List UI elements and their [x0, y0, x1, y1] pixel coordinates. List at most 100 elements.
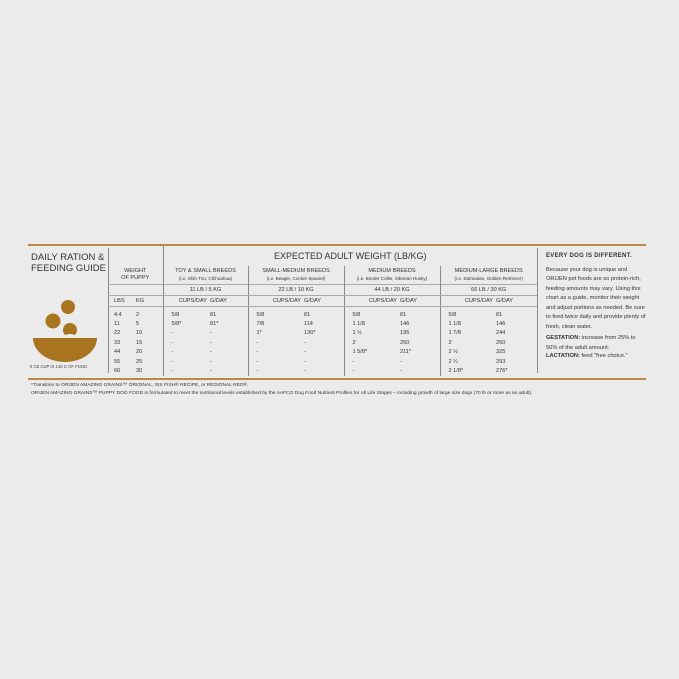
cups-header: CUPS/DAY [162, 295, 210, 307]
kg-cell: 20 [136, 349, 143, 356]
grams-cell: 244 [496, 330, 506, 337]
cups-cell: - [247, 356, 304, 367]
grams-cell: - [304, 349, 306, 356]
grams-cell: 81* [210, 321, 219, 328]
cups-cell: 1 5/8* [343, 347, 400, 357]
adult-weight: 44 LB / 20 KG [343, 284, 440, 296]
cups-cell: 1 1/8 [343, 319, 400, 329]
cups-cell: 1 1/8 [439, 319, 496, 329]
table-row: 22 10- -1* 130* 1 ½ 195 1 7/8 244 [108, 328, 537, 339]
grams-cell: 130* [304, 330, 316, 337]
breed-name: TOY & SMALL BREEDS [175, 268, 236, 274]
kg-header: KG [136, 295, 163, 307]
grams-cell: 81 [400, 311, 407, 318]
lbs-cell: 4.4 [114, 311, 122, 318]
footnote-aafco: ORIJEN AMAZING GRAINS™ PUPPY DOG FOOD is… [31, 391, 533, 396]
grams-cell: - [400, 358, 402, 365]
cups-cell: - [247, 347, 304, 357]
kg-cell: 15 [136, 339, 143, 346]
cups-cell: 1 ½ [343, 328, 400, 339]
cups-cell: 5/8 [162, 310, 210, 320]
grams-cell: 325 [496, 349, 506, 356]
breed-example: (i.e. Beagle, Cocker Spaniel) [266, 276, 326, 281]
grams-cell: 260 [496, 339, 506, 346]
grams-cell: - [210, 349, 212, 356]
cups-cell: 2 1/8* [439, 366, 496, 376]
breed-name: SMALL-MEDIUM BREEDS [262, 268, 330, 274]
table-row: 66 30- - - - - -2 1/8* 276* [108, 366, 537, 376]
grams-cell: 146 [496, 321, 506, 328]
table-row: 4.4 2 5/8 81 5/8 81 5/8 81 5/8 81 [108, 310, 537, 320]
lbs-cell: 11 [114, 321, 120, 328]
kg-cell: 30 [136, 368, 143, 375]
cups-cell: - [343, 356, 400, 367]
weight-header-text: WEIGHT OF PUPPY [121, 268, 150, 281]
cups-header: CUPS/DAY [343, 295, 400, 307]
divider [537, 248, 538, 373]
kg-cell: 10 [136, 330, 143, 337]
grams-cell: - [210, 339, 212, 346]
lbs-cell: 66 [114, 368, 121, 375]
cups-cell: - [247, 366, 304, 376]
cups-cell: - [162, 328, 210, 339]
breed-name: MEDIUM-LARGE BREEDS [454, 268, 523, 274]
cups-cell: - [162, 338, 210, 348]
cups-cell: 7/8 [247, 319, 304, 329]
kg-cell: 25 [136, 358, 143, 365]
cups-cell: 1* [247, 328, 304, 339]
cups-cell: - [162, 366, 210, 376]
advice-heading: EVERY DOG IS DIFFERENT. [546, 253, 632, 259]
lbs-cell: 33 [114, 339, 121, 346]
cups-header: CUPS/DAY [439, 295, 496, 307]
grams-cell: - [210, 330, 212, 337]
cups-cell: 2 ¼ [439, 356, 496, 367]
breed-header: MEDIUM-LARGE BREEDS (i.e. Dalmatian, Gold… [439, 266, 537, 285]
adult-weight: 11 LB / 5 KG [162, 284, 248, 296]
cups-cell: - [343, 366, 400, 376]
kg-cell: 5 [136, 321, 140, 328]
cups-cell: - [162, 356, 210, 367]
cups-header: CUPS/DAY [247, 295, 304, 307]
grams-header: G/DAY [400, 295, 440, 307]
grams-cell: 81 [210, 311, 217, 318]
table-row: 11 5 5/8* 81* 7/8 114 1 1/8 146 1 1/8 146 [108, 319, 537, 329]
grams-header: G/DAY [210, 295, 248, 307]
expected-weight-header: EXPECTED ADULT WEIGHT (LB/KG) [162, 246, 537, 266]
guide-title: DAILY RATION & FEEDING GUIDE [31, 252, 106, 274]
lbs-cell: 55 [114, 358, 121, 365]
advice-panel: EVERY DOG IS DIFFERENT. Because your dog… [546, 252, 646, 364]
grams-cell: - [210, 358, 212, 365]
cups-cell: - [162, 347, 210, 357]
breed-header: SMALL-MEDIUM BREEDS (i.e. Beagle, Cocker … [247, 266, 344, 285]
lbs-header: LBS [108, 295, 136, 307]
adult-weight: 66 LB / 30 KG [439, 284, 537, 296]
grams-cell: 195 [400, 330, 410, 337]
cup-note: 8 OZ CUP IS 130 G OF FOOD [30, 364, 88, 369]
grams-cell: - [304, 368, 306, 375]
cups-cell: 5/8 [247, 310, 304, 320]
grams-cell: 260 [400, 339, 410, 346]
table-row: 44 20- - - -1 5/8* 211* 2 ½ 325 [108, 347, 537, 357]
lbs-cell: 22 [114, 330, 121, 337]
cups-cell: 1 7/8 [439, 328, 496, 339]
cups-cell: 5/8 [343, 310, 400, 320]
cups-cell: - [247, 338, 304, 348]
grams-cell: 114 [304, 321, 313, 328]
breed-example: (i.e. Dalmatian, Golden Retriever) [454, 276, 523, 281]
title-line: FEEDING GUIDE [31, 263, 106, 274]
lactation-note: LACTATION: feed "free choice." [546, 352, 646, 362]
gestation-text: increase from 25% to 50% of the adult am… [546, 335, 636, 351]
grams-cell: 293 [496, 358, 506, 365]
lactation-text: feed "free choice." [579, 353, 628, 359]
advice-body: Because your dog is unique and ORIJEN pe… [546, 266, 646, 330]
title-line: DAILY RATION & [31, 252, 105, 263]
table-row: 33 15- - - -2 260 2 260 [108, 338, 537, 348]
grams-cell: - [304, 339, 306, 346]
food-bowl-icon [33, 300, 97, 362]
breed-example: (i.e. Border Collie, Siberian Husky) [356, 276, 428, 281]
lactation-label: LACTATION: [546, 353, 580, 359]
grams-header: G/DAY [496, 295, 537, 307]
breed-example: (i.e. Shih Tzu, Chihuahua) [178, 276, 233, 281]
table-row: 55 25- - - - - -2 ¼ 293 [108, 356, 537, 367]
divider [108, 248, 109, 373]
